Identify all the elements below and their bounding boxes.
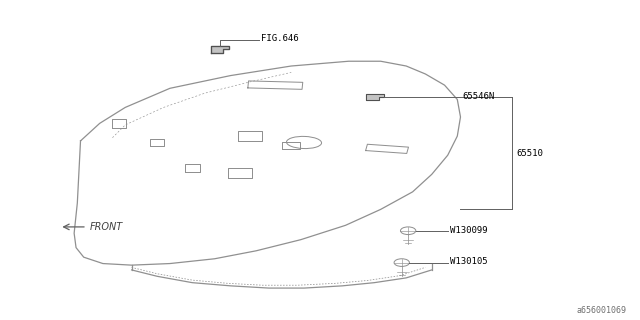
Text: 65510: 65510 bbox=[516, 149, 543, 158]
Polygon shape bbox=[366, 94, 384, 100]
Text: W130105: W130105 bbox=[450, 258, 487, 267]
Text: W130099: W130099 bbox=[450, 226, 487, 235]
Text: FIG.646: FIG.646 bbox=[261, 35, 299, 44]
Text: 65546N: 65546N bbox=[463, 92, 495, 101]
Text: FRONT: FRONT bbox=[90, 222, 124, 232]
Text: a656001069: a656001069 bbox=[577, 306, 627, 315]
Polygon shape bbox=[211, 46, 229, 53]
